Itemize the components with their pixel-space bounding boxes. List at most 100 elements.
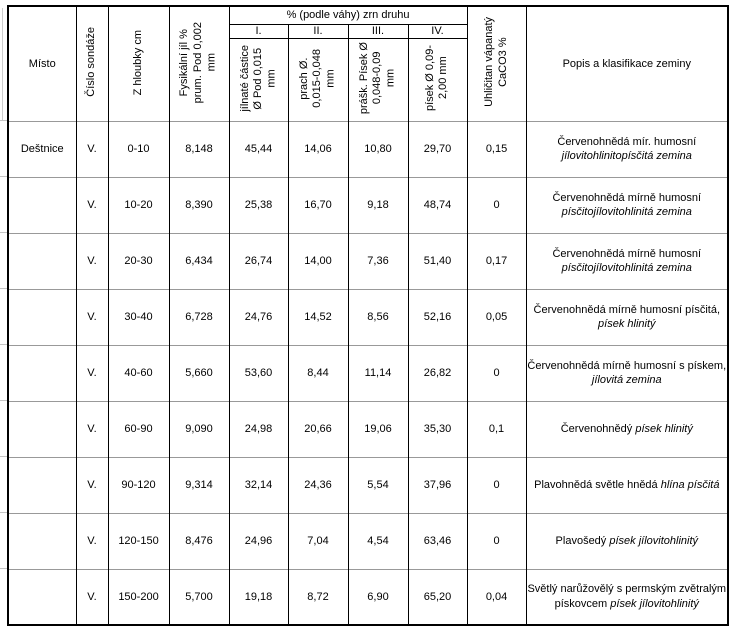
header-pisek-label: písek Ø 0,09- 2,00 mm <box>424 44 450 112</box>
header-cislo-sondaze: Číslo sondáže <box>75 6 109 121</box>
cell-depth: 40-60 <box>107 344 170 401</box>
cell-iii: 19,06 <box>347 400 409 457</box>
header-percent-span: % (podle váhy) zrn druhu <box>228 6 468 25</box>
gridline-stub <box>0 232 7 233</box>
cell-i: 24,96 <box>228 512 289 569</box>
cell-iii: 11,14 <box>347 344 409 401</box>
cell-i: 24,76 <box>228 288 289 345</box>
cell-sonda: V. <box>75 288 109 345</box>
cell-popis: Červenohnědá mírně humosní písčitá, píse… <box>525 288 729 345</box>
gridline-stub <box>0 120 7 121</box>
cell-i: 25,38 <box>228 176 289 233</box>
cell-sonda: V. <box>75 120 109 177</box>
header-pisek: písek Ø 0,09- 2,00 mm <box>407 38 468 121</box>
cell-fys: 8,476 <box>168 512 230 569</box>
cell-caco3: 0 <box>466 456 527 513</box>
popis-text: Světlý narůžovělý s permským zvětralým p… <box>527 583 727 610</box>
table-row: V. 30-40 6,728 24,76 14,52 8,56 52,16 0,… <box>7 288 729 345</box>
cell-i: 53,60 <box>228 344 289 401</box>
cell-depth: 60-90 <box>107 400 170 457</box>
cell-popis: Červenohnědý písek hlinitý <box>525 400 729 457</box>
cell-misto <box>7 512 77 569</box>
cell-fys: 9,090 <box>168 400 230 457</box>
cell-depth: 10-20 <box>107 176 170 233</box>
cell-caco3: 0 <box>466 176 527 233</box>
cell-caco3: 0,1 <box>466 400 527 457</box>
popis-text: Plavohnědá světle hnědá <box>534 478 661 491</box>
popis-italic: písek jílovitohlinitý <box>610 597 699 610</box>
cell-misto <box>7 456 77 513</box>
cell-popis: Plavošedý písek jílovitohlinitý <box>525 512 729 569</box>
cell-misto <box>7 568 77 625</box>
cell-iv: 29,70 <box>407 120 468 177</box>
cell-i: 45,44 <box>228 120 289 177</box>
cell-ii: 14,06 <box>287 120 349 177</box>
cell-iv: 37,96 <box>407 456 468 513</box>
gridline-stub-vertical <box>2 8 3 120</box>
cell-popis: Červenohnědá mírně humosní písčitojílovi… <box>525 232 729 289</box>
cell-ii: 24,36 <box>287 456 349 513</box>
popis-italic: písčitojílovitohlinitá zemina <box>561 206 692 218</box>
cell-iv: 48,74 <box>407 176 468 233</box>
cell-sonda: V. <box>75 512 109 569</box>
gridline-stub <box>0 456 7 457</box>
table-row: V. 20-30 6,434 26,74 14,00 7,36 51,40 0,… <box>7 232 729 289</box>
cell-caco3: 0,05 <box>466 288 527 345</box>
table-row: Deštnice V. 0-10 8,148 45,44 14,06 10,80… <box>7 120 729 177</box>
gridline-stub <box>0 568 7 569</box>
cell-caco3: 0 <box>466 344 527 401</box>
cell-caco3: 0,04 <box>466 568 527 625</box>
cell-sonda: V. <box>75 568 109 625</box>
cell-iii: 10,80 <box>347 120 409 177</box>
header-row-top: Místo Číslo sondáže Z hloubky cm Fysikál… <box>7 6 729 121</box>
header-jilnate-castice-label: jílnaté částice Ø Pod 0,015 mm <box>238 44 278 112</box>
header-row-sublabels: jílnaté částice Ø Pod 0,015 mm prach Ø. … <box>8 38 728 121</box>
cell-misto <box>7 344 77 401</box>
cell-ii: 14,52 <box>287 288 349 345</box>
header-jilnate-castice: jílnaté částice Ø Pod 0,015 mm <box>228 38 289 121</box>
cell-ii: 14,00 <box>287 232 349 289</box>
cell-iii: 5,54 <box>347 456 409 513</box>
cell-fys: 8,148 <box>168 120 230 177</box>
cell-depth: 120-150 <box>107 512 170 569</box>
cell-i: 26,74 <box>228 232 289 289</box>
header-prach-label: prach Ø. 0,015-0,048 mm <box>298 48 337 108</box>
cell-caco3: 0 <box>466 512 527 569</box>
header-sub-iii: III. <box>347 24 409 39</box>
cell-i: 32,14 <box>228 456 289 513</box>
cell-depth: 150-200 <box>107 568 170 625</box>
cell-ii: 8,44 <box>287 344 349 401</box>
table-row: V. 120-150 8,476 24,96 7,04 4,54 63,46 0… <box>7 512 729 569</box>
cell-sonda: V. <box>75 400 109 457</box>
cell-fys: 6,434 <box>168 232 230 289</box>
cell-iv: 52,16 <box>407 288 468 345</box>
cell-popis: Plavohnědá světle hnědá hlína písčitá <box>525 456 729 513</box>
header-misto: Místo <box>7 6 77 121</box>
cell-iv: 26,82 <box>407 344 468 401</box>
popis-text: Červenohnědý <box>560 422 636 435</box>
cell-misto <box>7 232 77 289</box>
header-sub-i: I. <box>228 24 289 39</box>
popis-text: Červenohnědá mírně humosní <box>552 191 702 204</box>
table-row: V. 40-60 5,660 53,60 8,44 11,14 26,82 0 … <box>7 344 729 401</box>
popis-italic: písek jílovitohlinitý <box>609 534 699 547</box>
cell-depth: 0-10 <box>107 120 170 177</box>
header-prach: prach Ø. 0,015-0,048 mm <box>287 38 349 121</box>
cell-misto <box>7 288 77 345</box>
popis-text: Červenohnědá mírně humosní písčitá, <box>533 303 721 316</box>
cell-ii: 16,70 <box>287 176 349 233</box>
cell-iii: 8,56 <box>347 288 409 345</box>
header-prask-pisek: prášk. Písek Ø 0,048-0,09 mm <box>347 38 409 121</box>
popis-italic: jílovitohlinitopísčitá zemina <box>561 150 692 162</box>
cell-caco3: 0,15 <box>466 120 527 177</box>
cell-misto: Deštnice <box>7 120 77 177</box>
cell-fys: 5,700 <box>168 568 230 625</box>
soil-analysis-table-wrapper: Místo Číslo sondáže Z hloubky cm Fysikál… <box>7 5 730 626</box>
cell-iv: 35,30 <box>407 400 468 457</box>
header-popis: Popis a klasifikace zeminy <box>525 6 729 121</box>
cell-fys: 5,660 <box>168 344 230 401</box>
cell-popis: Červenohnědá mírně humosní s pískem, jíl… <box>525 344 729 401</box>
cell-sonda: V. <box>75 344 109 401</box>
gridline-stub <box>0 288 7 289</box>
header-z-hloubky: Z hloubky cm <box>107 6 170 121</box>
